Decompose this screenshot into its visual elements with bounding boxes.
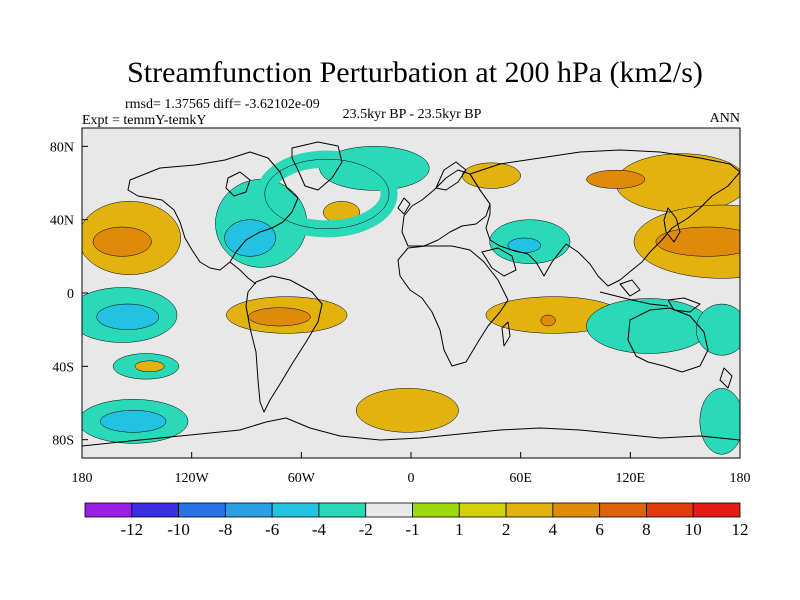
colorbar-box-2 [178, 502, 226, 518]
colorbar-label-2: -8 [218, 520, 232, 539]
expt-text: Expt = temmY-temkY [82, 113, 207, 128]
colorbar-label-5: -2 [359, 520, 373, 539]
colorbar-box-13 [692, 502, 741, 518]
coast-new-guinea [667, 297, 701, 313]
anomaly-region-5 [92, 226, 152, 257]
coast-greenland [291, 141, 343, 191]
anomaly-region-1 [586, 169, 646, 189]
coast-australia [627, 307, 709, 373]
anomaly-region-20 [695, 303, 740, 356]
coast-british-isles [397, 197, 411, 215]
y-axis: 80N 40N 0 40S 80S [50, 140, 88, 449]
colorbar-box-1 [131, 502, 179, 518]
colorbar-label-12: 10 [685, 520, 702, 539]
season-text: ANN [710, 111, 740, 126]
anomaly-region-16 [248, 307, 311, 327]
plot-area: 180 120W 60W 0 60E 120E 180 80N 40N 0 40S 80S [50, 127, 751, 486]
colorbar-box-7 [412, 502, 460, 518]
colorbar-box-4 [271, 502, 320, 518]
x-tick-label-4: 60E [509, 471, 532, 486]
anomaly-region-26 [699, 388, 740, 455]
coast-japan [663, 207, 681, 243]
x-tick-label-3: 0 [408, 471, 415, 486]
anomaly-region-22 [134, 360, 165, 373]
coast-south-america [245, 275, 323, 413]
coast-new-zealand [719, 367, 733, 389]
coastlines [82, 141, 740, 447]
colorbar-box-3 [224, 502, 273, 518]
colorbar-label-6: -1 [405, 520, 419, 539]
coast-africa [397, 245, 509, 367]
anomaly-region-7 [96, 303, 160, 330]
y-tick-label-3: 40S [52, 360, 74, 375]
colorbar-box-12 [646, 502, 694, 518]
colorbar-label-3: -6 [265, 520, 279, 539]
rmsd-text: rmsd= 1.37565 diff= -3.62102e-09 [125, 97, 320, 112]
anomaly-layer [82, 146, 740, 455]
period-text: 23.5kyr BP - 23.5kyr BP [343, 107, 482, 122]
y-tick-label-0: 80N [50, 140, 74, 155]
coast-central-america [229, 261, 257, 285]
x-tick-label-0: 180 [72, 471, 93, 486]
colorbar-label-8: 2 [502, 520, 511, 539]
coast-north-america [127, 151, 299, 271]
x-tick-label-5: 120E [616, 471, 646, 486]
contour-layer [256, 150, 398, 238]
colorbar-box-10 [552, 502, 601, 518]
y-tick-label-4: 80S [52, 434, 74, 449]
x-tick-label-6: 180 [730, 471, 751, 486]
colorbar-box-9 [505, 502, 554, 518]
contour-line-0 [264, 158, 390, 230]
anomaly-region-3 [655, 226, 740, 257]
coast-asia [469, 149, 740, 287]
colorbar-label-13: 12 [732, 520, 749, 539]
anomaly-region-19 [586, 298, 712, 354]
coast-madagascar [501, 321, 511, 347]
colorbar-label-10: 6 [595, 520, 604, 539]
colorbar-label-11: 8 [642, 520, 651, 539]
colorbar-box-6 [365, 502, 413, 518]
colorbar-box-11 [599, 502, 647, 518]
coast-antarctica [82, 417, 740, 447]
colorbar-label-7: 1 [455, 520, 464, 539]
coast-scandinavia [435, 161, 467, 191]
colorbar-label-4: -4 [312, 520, 327, 539]
colorbar-box-5 [318, 502, 367, 518]
colorbar-box-8 [458, 502, 507, 518]
x-tick-label-1: 120W [175, 471, 210, 486]
colorbar-label-9: 4 [549, 520, 558, 539]
coast-arabia [481, 247, 517, 277]
x-axis: 180 120W 60W 0 60E 120E 180 [72, 452, 751, 486]
anomaly-region-24 [100, 410, 167, 433]
colorbar-box-0 [84, 502, 133, 518]
anomaly-region-25 [355, 388, 459, 433]
coast-indonesia [599, 279, 669, 307]
colorbar: -12 -10 -8 -6 -4 -2 -1 1 2 4 6 8 10 12 [84, 502, 749, 539]
anomaly-region-18 [540, 314, 556, 327]
y-tick-label-1: 40N [50, 214, 74, 229]
x-tick-label-2: 60W [288, 471, 316, 486]
coast-hudson-bay [225, 171, 251, 197]
colorbar-label-1: -10 [167, 520, 190, 539]
chart-title: Streamfunction Perturbation at 200 hPa (… [127, 56, 703, 89]
y-tick-label-2: 0 [67, 287, 74, 302]
colorbar-label-0: -12 [120, 520, 143, 539]
